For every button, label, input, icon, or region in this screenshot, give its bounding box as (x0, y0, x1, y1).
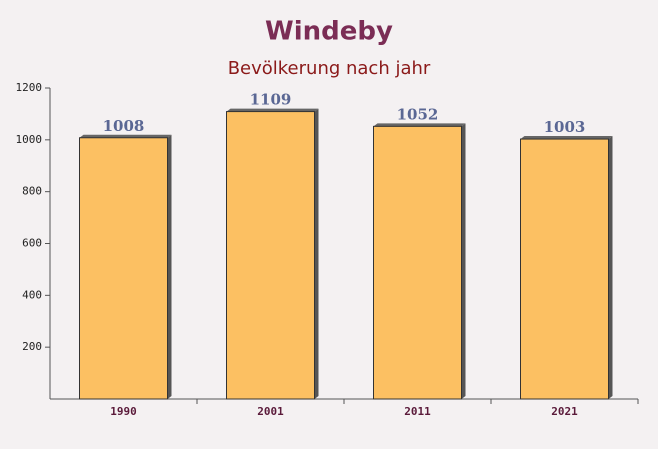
bar (226, 111, 315, 400)
value-label: 1052 (397, 105, 439, 123)
y-tick-label: 800 (22, 185, 42, 198)
bar-shadow (167, 134, 172, 399)
y-tick-label: 600 (22, 237, 42, 250)
value-label: 1109 (250, 91, 292, 109)
x-tick-label: 2021 (551, 405, 578, 418)
x-tick-label: 1990 (110, 405, 137, 418)
y-tick-label: 1200 (16, 81, 43, 94)
value-label: 1003 (544, 118, 586, 136)
bar-shadow (608, 136, 613, 399)
bar-shadow (373, 123, 466, 127)
y-tick-label: 1000 (16, 133, 43, 146)
chart-title: Windeby (265, 17, 393, 47)
x-tick-label: 2001 (257, 405, 284, 418)
bar-shadow (314, 108, 319, 399)
bar (520, 138, 609, 400)
y-tick-label: 200 (22, 340, 42, 353)
bar-shadow (520, 136, 613, 140)
chart-subtitle: Bevölkerung nach jahr (228, 58, 431, 79)
bar (373, 125, 462, 400)
bar-shadow (461, 123, 466, 400)
bar (79, 137, 168, 400)
bar-shadow (226, 108, 319, 112)
y-tick-label: 400 (22, 288, 42, 301)
value-label: 1008 (103, 117, 145, 135)
bar-shadow (79, 134, 172, 138)
x-tick-label: 2011 (404, 405, 431, 418)
